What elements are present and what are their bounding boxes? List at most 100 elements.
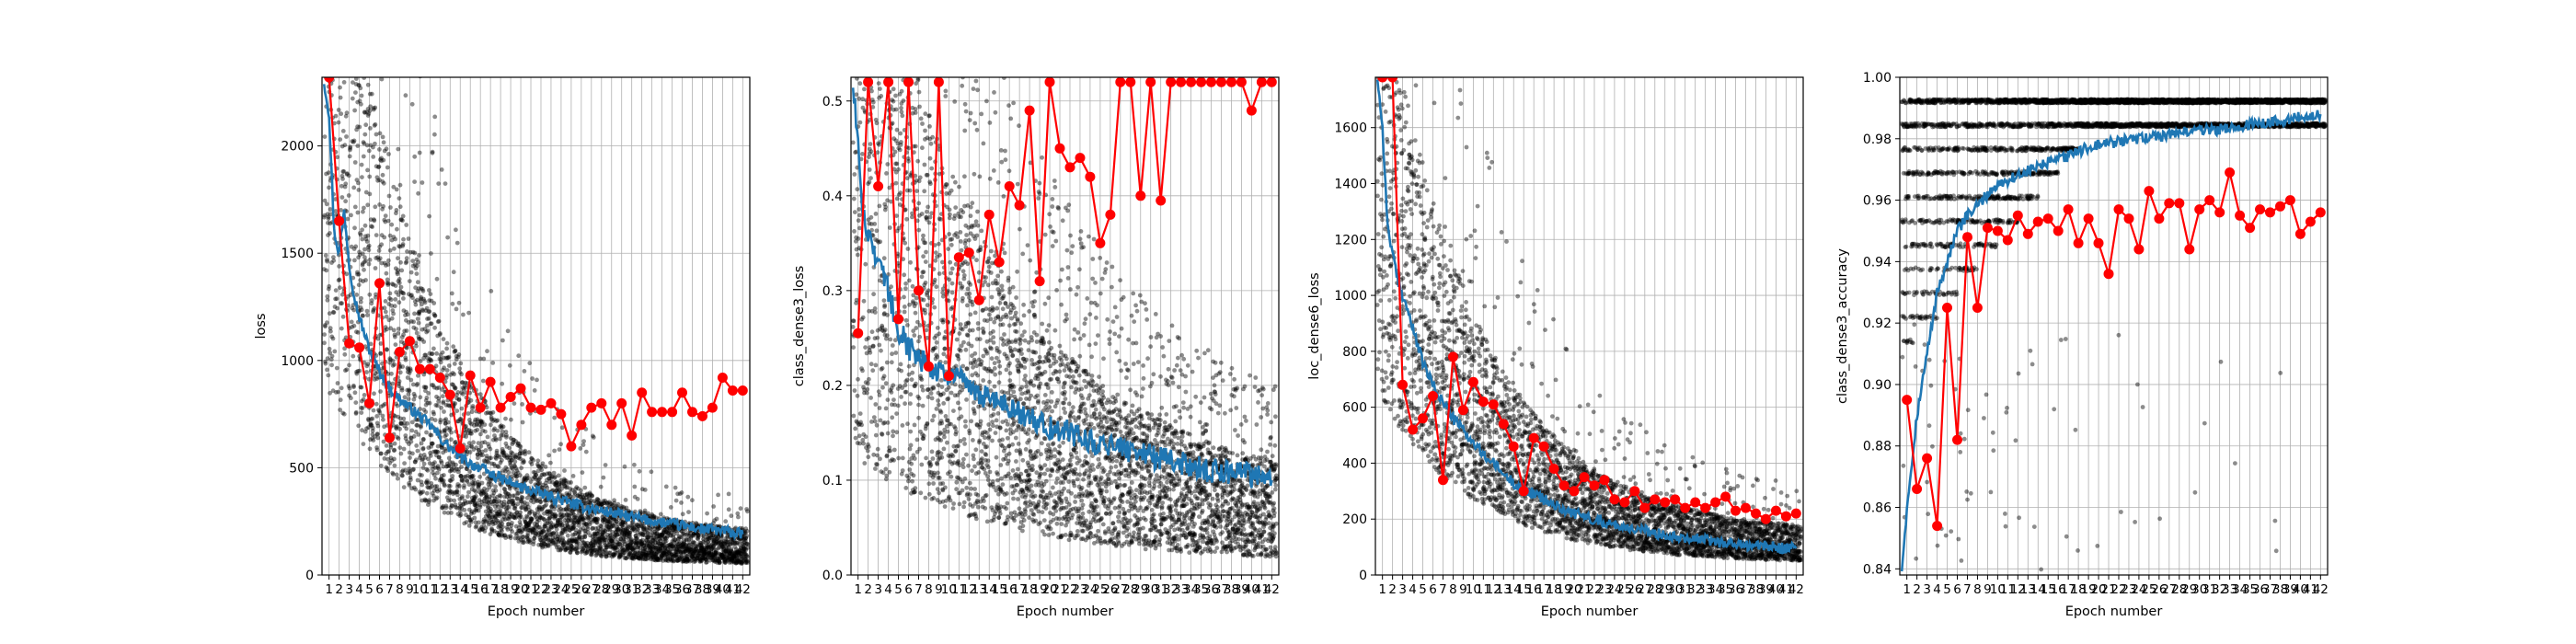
batch-point — [354, 329, 359, 335]
batch-point — [500, 338, 505, 343]
batch-point — [354, 293, 360, 297]
batch-point — [430, 490, 435, 496]
batch-point — [362, 141, 367, 146]
batch-point — [438, 418, 443, 422]
batch-point — [469, 500, 475, 504]
batch-point — [458, 417, 464, 421]
batch-point — [456, 300, 462, 305]
batch-point — [470, 495, 475, 500]
batch-point — [411, 319, 416, 325]
batch-point — [472, 420, 477, 424]
batch-point — [495, 428, 500, 433]
batch-point — [436, 466, 442, 472]
batch-point — [401, 291, 407, 296]
batch-point — [474, 508, 478, 513]
batch-point — [493, 488, 499, 493]
batch-point — [895, 403, 901, 408]
batch-point — [416, 432, 421, 437]
batch-point — [399, 385, 405, 391]
batch-point — [362, 267, 366, 272]
batch-point — [421, 298, 427, 304]
batch-point — [454, 353, 459, 359]
batch-point — [854, 92, 859, 98]
batch-point — [443, 379, 448, 385]
batch-point — [434, 449, 440, 454]
batch-point — [872, 419, 878, 424]
batch-point — [476, 486, 481, 490]
batch-point — [368, 126, 373, 131]
batch-point — [402, 328, 408, 334]
batch-point — [355, 144, 361, 148]
batch-point — [382, 260, 387, 266]
batch-point — [435, 333, 441, 339]
batch-point — [386, 152, 391, 156]
batch-point — [388, 455, 394, 461]
batch-point — [334, 365, 339, 371]
batch-point — [437, 454, 442, 460]
batch-point — [522, 459, 526, 465]
batch-point — [890, 351, 894, 357]
batch-point — [391, 472, 396, 477]
batch-point — [438, 352, 443, 358]
batch-point — [352, 258, 357, 263]
batch-point — [488, 506, 493, 512]
batch-point — [490, 409, 496, 415]
batch-point — [893, 180, 899, 186]
batch-point — [496, 504, 500, 510]
batch-point — [435, 466, 441, 470]
batch-point — [485, 476, 489, 481]
batch-point — [483, 509, 489, 514]
batch-point — [902, 272, 907, 278]
batch-point — [342, 143, 348, 148]
batch-point — [484, 410, 489, 416]
batch-point — [322, 214, 327, 220]
x-tick-label: 7 — [385, 582, 394, 597]
batch-point — [507, 445, 512, 451]
batch-point — [368, 437, 373, 443]
batch-point — [429, 298, 434, 304]
batch-point — [352, 225, 357, 231]
batch-point — [357, 231, 362, 236]
batch-point — [441, 399, 446, 404]
batch-point — [492, 426, 497, 431]
batch-point — [425, 400, 431, 406]
batch-point — [442, 510, 447, 515]
batch-point — [399, 420, 404, 426]
batch-point — [518, 510, 523, 515]
batch-point — [408, 470, 413, 476]
batch-point — [362, 247, 367, 252]
batch-point — [900, 423, 905, 428]
batch-point — [448, 478, 454, 483]
batch-point — [877, 342, 882, 348]
batch-point — [326, 220, 330, 225]
batch-point — [330, 310, 336, 315]
batch-point — [488, 478, 493, 484]
batch-point — [353, 400, 359, 405]
batch-point — [556, 473, 561, 478]
batch-point — [415, 422, 420, 428]
batch-point — [390, 470, 396, 476]
batch-point — [469, 421, 474, 427]
batch-point — [370, 224, 374, 230]
batch-point — [431, 466, 435, 472]
batch-point — [487, 497, 492, 502]
batch-point — [351, 185, 357, 190]
batch-point — [489, 500, 494, 505]
batch-point — [338, 85, 342, 90]
batch-point — [440, 394, 445, 399]
batch-point — [343, 368, 348, 374]
batch-point — [860, 315, 866, 320]
batch-point — [397, 244, 403, 249]
batch-point — [399, 268, 405, 273]
batch-point — [385, 449, 390, 454]
batch-point — [458, 474, 464, 478]
batch-point — [473, 503, 478, 509]
validation-point — [374, 278, 385, 289]
batch-point — [443, 503, 449, 509]
batch-point — [420, 456, 425, 462]
batch-point — [454, 227, 458, 233]
batch-point — [590, 493, 594, 499]
batch-point — [409, 101, 415, 107]
batch-point — [874, 121, 880, 126]
batch-point — [466, 507, 472, 512]
